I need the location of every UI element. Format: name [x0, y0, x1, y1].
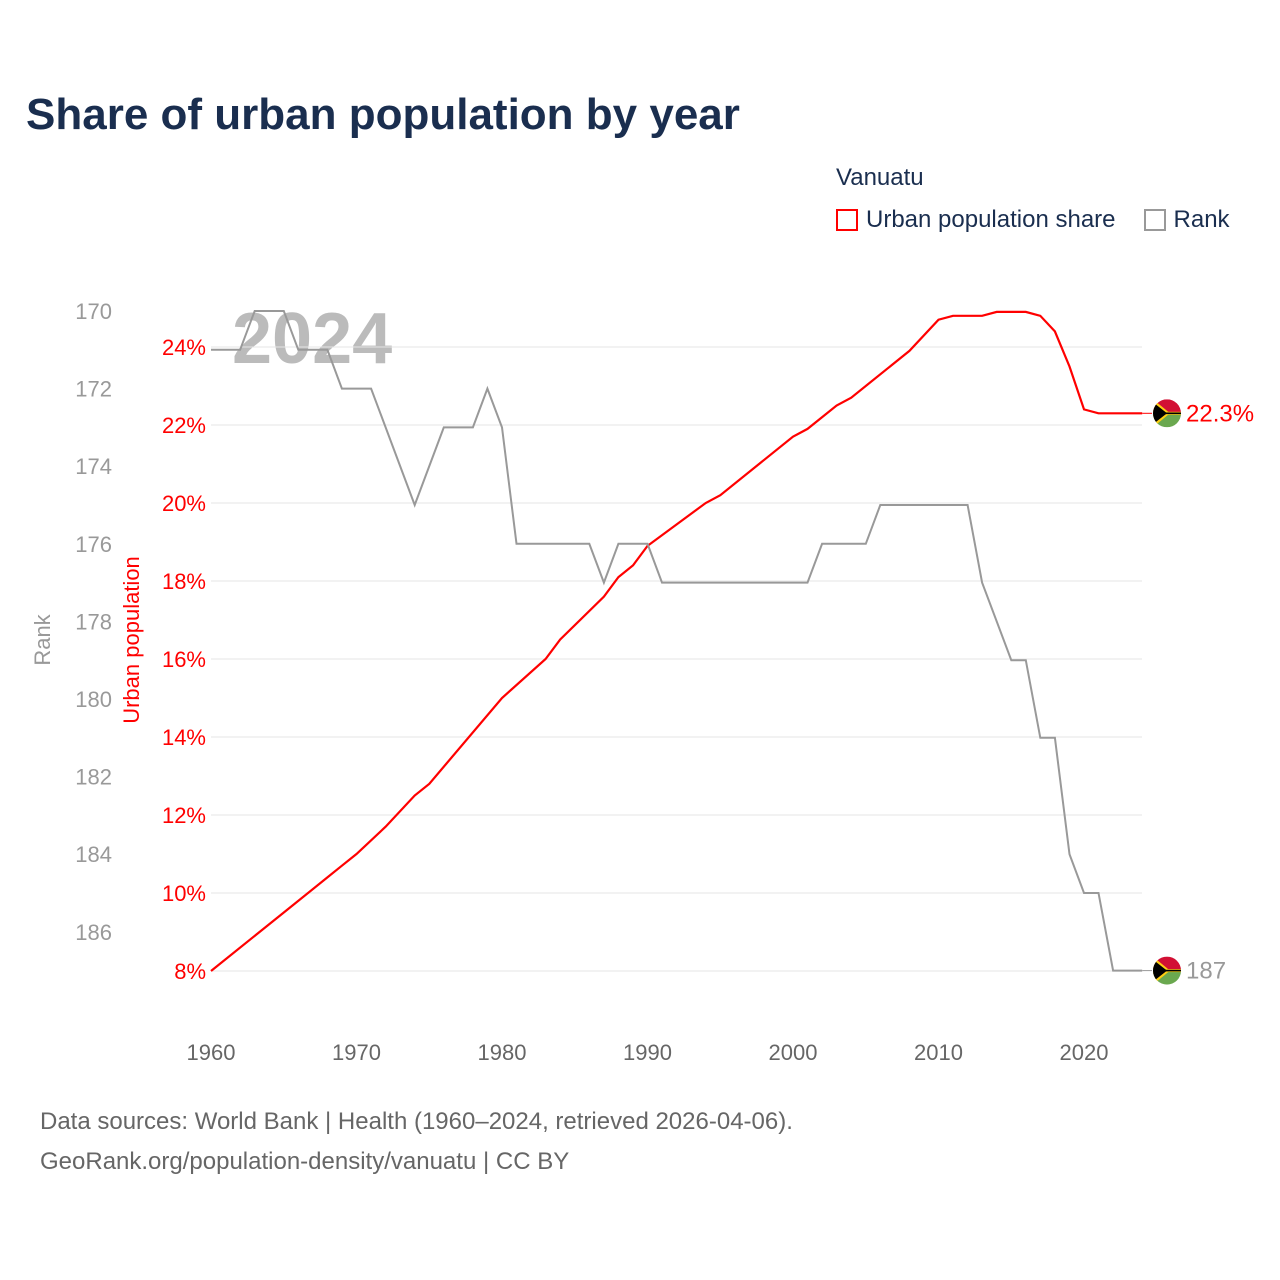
urban-tick-label: 16% [162, 647, 206, 672]
urban-tick-label: 8% [174, 959, 206, 984]
rank-tick-label: 184 [75, 842, 112, 867]
year-watermark: 2024 [232, 299, 392, 379]
urban-tick-label: 10% [162, 881, 206, 906]
legend-swatch-rank[interactable] [1143, 209, 1166, 231]
footer-sources: Data sources: World Bank | Health (1960–… [40, 1108, 793, 1135]
x-tick-label: 1990 [623, 1040, 672, 1065]
vanuatu-flag-icon [1153, 956, 1181, 985]
legend-swatch-urban[interactable] [836, 209, 858, 231]
rank-tick-label: 170 [75, 299, 112, 324]
rank-end-label: 187 [1186, 958, 1226, 985]
legend-label-urban[interactable]: Urban population share [866, 206, 1116, 233]
rank-tick-label: 182 [75, 765, 112, 790]
legend-title: Vanuatu [836, 164, 924, 191]
urban-tick-label: 20% [162, 491, 206, 516]
urban-end-label: 22.3% [1186, 400, 1254, 427]
urban-line [210, 310, 1143, 972]
urban-tick-label: 22% [162, 413, 206, 438]
rank-tick-label: 180 [75, 687, 112, 712]
rank-axis-label: Rank [30, 613, 55, 665]
rank-tick-label: 178 [75, 609, 112, 634]
rank-tick-label: 176 [75, 532, 112, 557]
legend: Urban population share Rank [836, 206, 1230, 234]
rank-tick-label: 186 [75, 920, 112, 945]
footer-credit: GeoRank.org/population-density/vanuatu |… [40, 1148, 570, 1175]
x-tick-label: 1960 [187, 1040, 236, 1065]
rank-tick-label: 174 [75, 454, 112, 479]
x-tick-label: 1970 [332, 1040, 381, 1065]
urban-tick-label: 18% [162, 569, 206, 594]
legend-label-rank[interactable]: Rank [1173, 206, 1230, 233]
x-tick-label: 2010 [914, 1040, 963, 1065]
urban-axis-label: Urban population [119, 556, 144, 724]
x-tick-label: 1980 [478, 1040, 527, 1065]
urban-tick-label: 12% [162, 803, 206, 828]
vanuatu-flag-icon [1153, 399, 1181, 428]
chart-title: Share of urban population by year [26, 90, 740, 139]
x-tick-label: 2020 [1060, 1040, 1109, 1065]
x-tick-label: 2000 [769, 1040, 818, 1065]
rank-line [211, 310, 1143, 972]
urban-tick-label: 14% [162, 725, 206, 750]
urban-tick-label: 24% [162, 335, 206, 360]
rank-tick-label: 172 [75, 377, 112, 402]
